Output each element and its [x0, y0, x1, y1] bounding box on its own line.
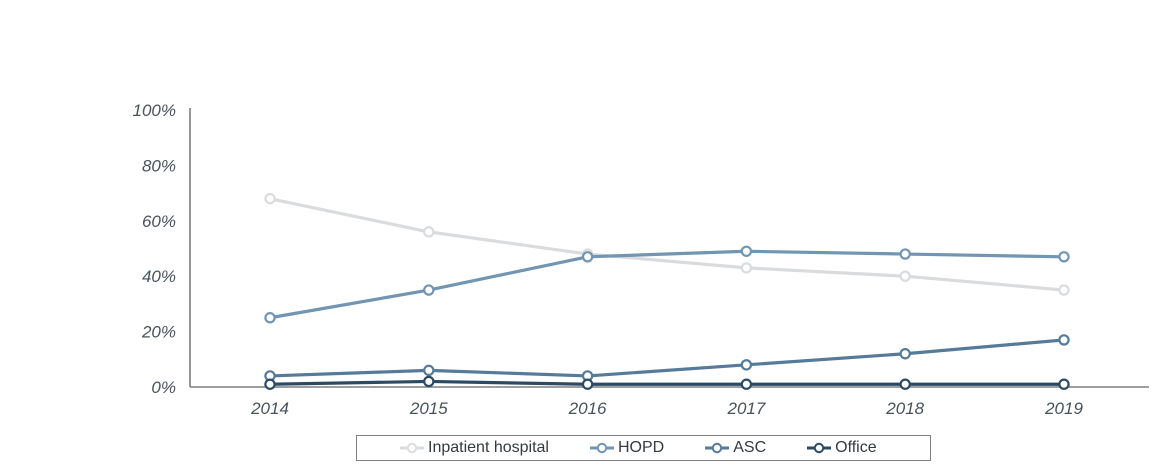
data-point-office: [899, 378, 911, 390]
data-point-hopd: [264, 312, 276, 324]
legend-marker-icon: [589, 442, 614, 454]
y-tick-label: 0%: [151, 378, 176, 397]
legend-item-inpatient-hospital: Inpatient hospital: [399, 440, 549, 456]
data-point-hopd: [899, 248, 911, 260]
legend-item-asc: ASC: [704, 440, 766, 456]
x-tick-label: 2019: [1044, 399, 1083, 418]
data-point-hopd: [740, 245, 753, 257]
x-tick-label: 2015: [409, 399, 448, 418]
x-tick-label: 2018: [885, 399, 924, 418]
series-line-office: [268, 379, 1066, 386]
legend-label: Inpatient hospital: [428, 439, 549, 456]
series-line-inpatient-hospital: [268, 197, 1066, 292]
legend-marker-icon: [807, 442, 832, 454]
data-point-asc: [899, 348, 911, 360]
data-point-office: [1058, 378, 1070, 390]
data-point-office: [740, 378, 753, 390]
legend-item-hopd: HOPD: [589, 440, 664, 456]
data-point-inpatient-hospital: [899, 270, 911, 282]
y-tick-label: 40%: [142, 267, 176, 286]
data-point-hopd: [581, 251, 594, 263]
line-chart-svg: 0% 20% 40% 60% 80% 100% 2014 2015 2016 2017 2018 20…: [133, 101, 1149, 418]
data-point-asc: [740, 359, 753, 371]
series-line-hopd: [268, 249, 1066, 320]
x-tick-label: 2017: [726, 399, 765, 418]
data-point-office: [264, 378, 276, 390]
data-point-inpatient-hospital: [1058, 284, 1070, 296]
data-point-inpatient-hospital: [423, 226, 435, 238]
data-point-inpatient-hospital: [264, 192, 276, 205]
legend-item-office: Office: [806, 440, 877, 456]
data-point-hopd: [1058, 251, 1070, 263]
x-tick-label: 2014: [250, 399, 289, 418]
data-point-office: [423, 375, 435, 388]
legend-marker-icon: [705, 442, 730, 454]
data-point-office: [581, 378, 594, 390]
legend-label: HOPD: [617, 439, 665, 456]
y-tick-label: 80%: [142, 156, 176, 175]
legend-marker-icon: [400, 442, 424, 454]
y-tick-label: 100%: [133, 101, 176, 120]
x-tick-label: 2016: [568, 399, 607, 418]
data-point-asc: [423, 364, 435, 377]
data-point-asc: [1058, 334, 1070, 346]
chart-legend: Inpatient hospital HOPD ASC Office: [356, 435, 931, 461]
data-point-hopd: [423, 284, 435, 296]
legend-label: ASC: [733, 439, 767, 456]
y-tick-label: 60%: [142, 212, 176, 231]
legend-label: Office: [835, 439, 877, 456]
y-tick-label: 20%: [141, 323, 176, 342]
series-line-asc: [268, 338, 1066, 378]
data-point-inpatient-hospital: [740, 262, 753, 274]
